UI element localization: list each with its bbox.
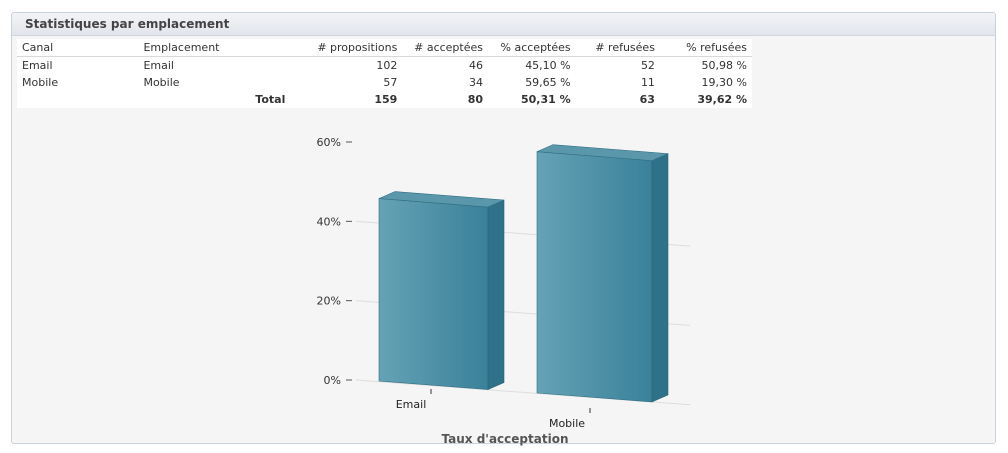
table-row: Email Email 102 46 45,10 % 52 50,98 % — [17, 57, 752, 75]
bar-top — [378, 191, 505, 208]
bar-email — [378, 198, 489, 390]
total-cell-empty — [17, 91, 139, 108]
cell-propositions: 102 — [376, 59, 398, 72]
x-axis-title: Taux d'acceptation — [442, 432, 569, 446]
header-pct-refusees[interactable]: % refusées — [659, 39, 752, 57]
y-tick-label: 40% — [317, 215, 341, 228]
cell-acceptees: 34 — [469, 76, 483, 89]
cell-emplacement: Email — [143, 59, 174, 72]
total-pct-acceptees: 50,31 % — [488, 91, 576, 108]
header-acceptees[interactable]: # acceptées — [402, 39, 488, 57]
cell-pct-refusees: 19,30 % — [701, 76, 747, 89]
bar-side — [651, 153, 669, 403]
total-label: Total — [138, 91, 291, 108]
y-tick-label: 20% — [317, 295, 341, 308]
header-canal[interactable]: Canal — [17, 39, 139, 57]
stats-table: Canal Emplacement # propositions # accep… — [17, 39, 752, 108]
cell-canal: Mobile — [22, 76, 59, 89]
cell-acceptees: 46 — [469, 59, 483, 72]
table-header-row: Canal Emplacement # propositions # accep… — [17, 39, 752, 57]
panel-title: Statistiques par emplacement — [25, 17, 230, 31]
bar-side — [487, 199, 505, 390]
y-tick-label: 60% — [317, 136, 341, 149]
table-row: Mobile Mobile 57 34 59,65 % 11 19,30 % — [17, 74, 752, 91]
total-pct-refusees: 39,62 % — [659, 91, 752, 108]
cell-pct-acceptees: 45,10 % — [525, 59, 571, 72]
total-refusees: 63 — [575, 91, 660, 108]
cell-emplacement: Mobile — [143, 76, 180, 89]
total-acceptees: 80 — [402, 91, 488, 108]
x-tick-label: Mobile — [549, 417, 585, 430]
header-refusees[interactable]: # refusées — [575, 39, 660, 57]
bar-top — [536, 144, 669, 161]
cell-pct-refusees: 50,98 % — [701, 59, 747, 72]
y-tick-label: 0% — [324, 374, 341, 387]
header-emplacement[interactable]: Emplacement — [138, 39, 291, 57]
total-row: Total 159 80 50,31 % 63 39,62 % — [17, 91, 752, 108]
x-tick-label: Email — [396, 398, 427, 411]
header-pct-acceptees[interactable]: % acceptées — [488, 39, 576, 57]
cell-refusees: 11 — [640, 76, 655, 89]
cell-canal: Email — [22, 59, 53, 72]
panel-header: Statistiques par emplacement — [12, 13, 995, 36]
cell-propositions: 57 — [383, 76, 398, 89]
bar-mobile — [536, 151, 653, 403]
cell-refusees: 52 — [640, 59, 655, 72]
header-propositions[interactable]: # propositions — [290, 39, 403, 57]
total-propositions: 159 — [290, 91, 403, 108]
cell-pct-acceptees: 59,65 % — [525, 76, 571, 89]
